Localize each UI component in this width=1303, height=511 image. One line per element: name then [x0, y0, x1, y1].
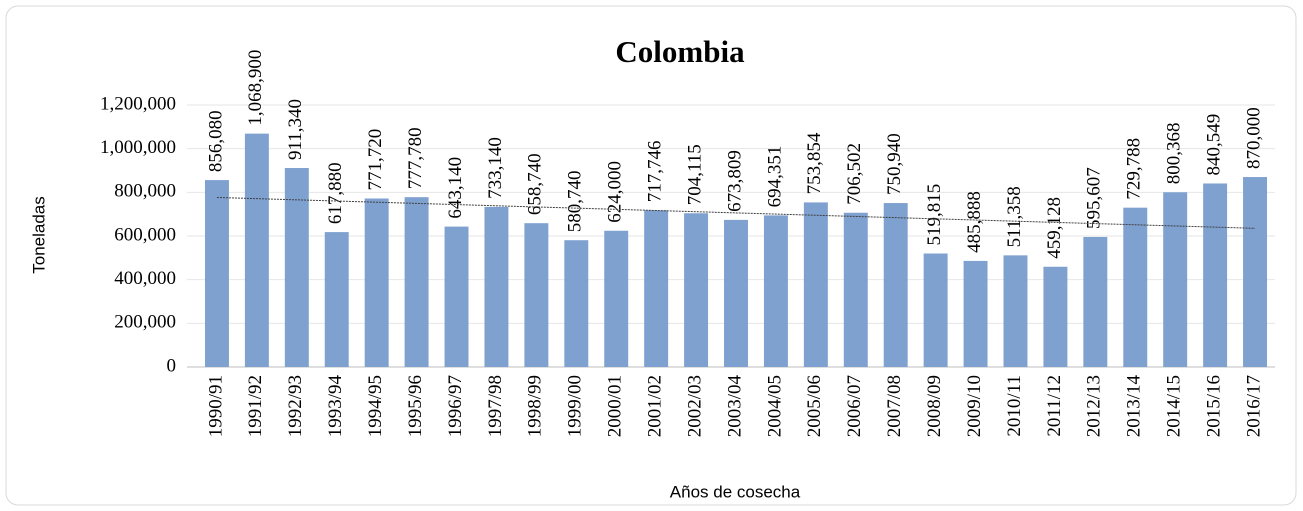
data-label: 771,720: [365, 129, 386, 191]
data-label: 694,351: [764, 146, 785, 208]
bar: [1123, 207, 1148, 367]
bar: [923, 253, 948, 367]
bar: [644, 210, 669, 367]
x-tick-label: 1999/00: [565, 375, 586, 437]
bar: [524, 223, 549, 367]
x-tick-label: 2002/03: [684, 375, 705, 437]
data-label: 911,340: [285, 99, 306, 160]
y-tick-label: 1,200,000: [100, 93, 176, 114]
data-label: 1,068,900: [245, 50, 266, 126]
bar: [1043, 266, 1068, 367]
bar: [843, 212, 868, 367]
bar: [564, 240, 589, 367]
bar: [763, 215, 788, 367]
bar: [284, 168, 309, 367]
bar: [724, 219, 748, 367]
x-tick-label: 1998/99: [525, 375, 546, 437]
data-label: 753,854: [804, 132, 825, 194]
data-label: 485,888: [964, 191, 985, 253]
data-label: 617,880: [325, 162, 346, 224]
x-tick-label: 2014/15: [1164, 375, 1185, 437]
data-label: 519,815: [924, 184, 945, 246]
x-tick-label: 1991/92: [245, 375, 266, 437]
data-label: 856,080: [205, 110, 226, 172]
data-label: 624,000: [605, 161, 626, 223]
bar: [1083, 236, 1108, 367]
bar: [1003, 255, 1028, 367]
data-label: 717,746: [645, 141, 666, 203]
x-tick-label: 1993/94: [325, 375, 346, 438]
data-label: 580,740: [565, 170, 586, 232]
x-tick-label: 2015/16: [1203, 375, 1224, 437]
x-tick-label: 2007/08: [884, 375, 905, 437]
bar: [404, 197, 429, 367]
bar: [204, 180, 229, 367]
x-tick-label: 1994/95: [365, 375, 386, 437]
y-tick-label: 1,000,000: [100, 137, 176, 158]
data-label: 459,128: [1044, 197, 1065, 259]
x-tick-label: 2003/04: [724, 375, 745, 438]
bar: [1163, 192, 1188, 367]
bar: [484, 206, 509, 367]
y-axis-label: Toneladas: [29, 196, 48, 274]
x-tick-label: 2001/02: [645, 375, 666, 437]
data-label: 706,502: [844, 143, 865, 205]
x-tick-label: 1995/96: [405, 375, 426, 437]
bar: [803, 202, 828, 367]
data-label: 704,115: [684, 144, 705, 205]
x-tick-label: 2009/10: [964, 375, 985, 437]
bar: [1203, 183, 1228, 367]
data-label: 658,740: [525, 153, 546, 215]
x-tick-label: 1990/91: [205, 375, 226, 437]
y-tick-label: 600,000: [114, 224, 176, 245]
data-label: 870,000: [1243, 107, 1264, 169]
x-tick-label: 2010/11: [1004, 375, 1025, 437]
data-label: 777,780: [405, 127, 426, 189]
x-tick-label: 2011/12: [1044, 375, 1065, 437]
x-tick-label: 1992/93: [285, 375, 306, 437]
y-tick-label: 200,000: [114, 312, 176, 333]
data-label: 733,140: [485, 137, 506, 199]
data-label: 750,940: [884, 133, 905, 195]
bar: [444, 226, 469, 367]
bar: [883, 203, 908, 367]
data-label: 595,607: [1084, 167, 1105, 229]
x-tick-label: 1996/97: [445, 375, 466, 437]
x-tick-label: 2000/01: [605, 375, 626, 437]
x-tick-label: 2008/09: [924, 375, 945, 437]
x-tick-label: 2006/07: [844, 375, 865, 437]
x-tick-label: 2016/17: [1243, 375, 1264, 437]
bar: [364, 198, 389, 367]
x-axis-label: Años de cosecha: [670, 482, 801, 501]
data-label: 511,358: [1004, 186, 1025, 247]
trendline: [216, 196, 1256, 229]
bar: [244, 133, 269, 367]
x-tick-label: 2012/13: [1084, 375, 1105, 437]
x-tick-label: 2013/14: [1124, 375, 1145, 438]
x-tick-label: 2004/05: [764, 375, 785, 437]
chart-title: Colombia: [615, 34, 745, 69]
data-label: 840,549: [1203, 114, 1224, 176]
data-label: 729,788: [1124, 138, 1145, 200]
bar: [324, 232, 349, 367]
y-tick-label: 0: [167, 355, 177, 376]
bar: [684, 213, 709, 367]
y-tick-label: 800,000: [114, 181, 176, 202]
data-label: 643,140: [445, 157, 466, 219]
bar: [1243, 177, 1268, 367]
bar: [963, 260, 988, 367]
y-tick-label: 400,000: [114, 268, 176, 289]
x-tick-label: 1997/98: [485, 375, 506, 437]
data-label: 800,368: [1164, 123, 1185, 185]
data-label: 673,809: [724, 150, 745, 212]
x-tick-label: 2005/06: [804, 375, 825, 437]
bar: [604, 230, 629, 367]
